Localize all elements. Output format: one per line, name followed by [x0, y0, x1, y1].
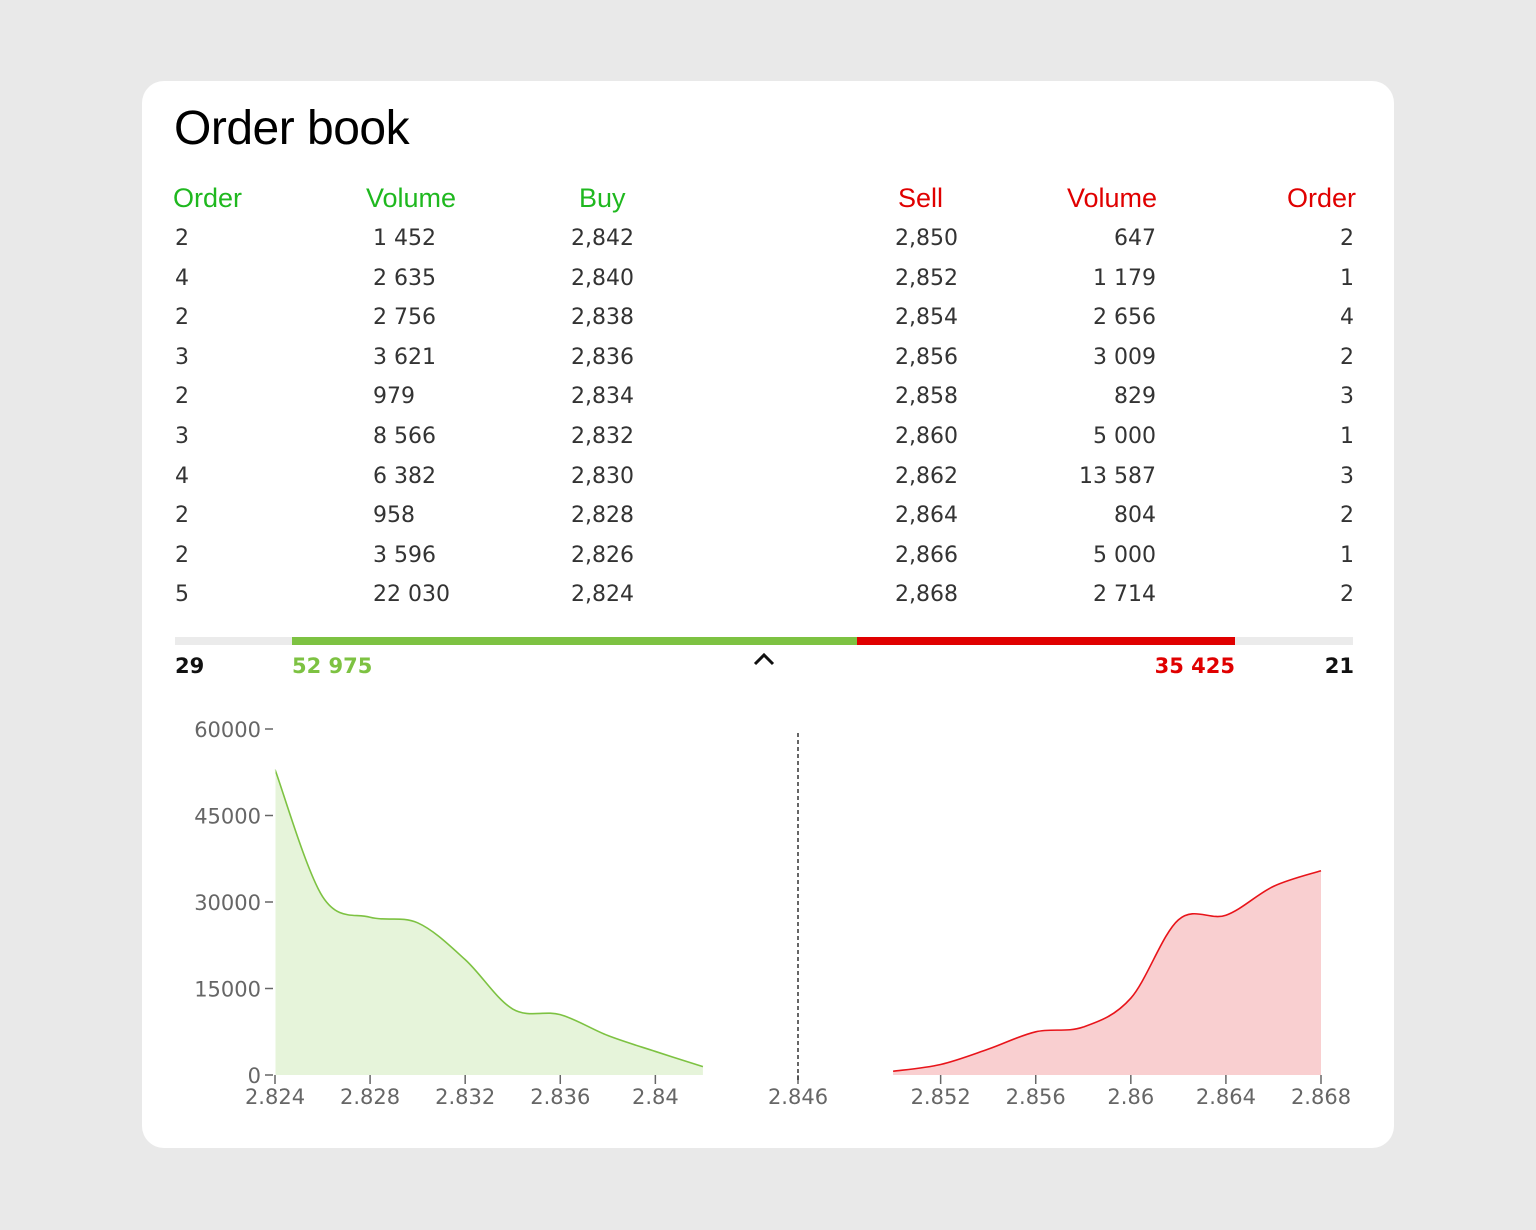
header-buy-volume: Volume — [366, 183, 457, 213]
bid-volume: 8 566 — [373, 424, 436, 449]
bid-volume: 958 — [373, 503, 415, 529]
sell-orders-total: 21 — [1324, 654, 1354, 678]
ask-order: 2 — [1340, 226, 1354, 251]
bid-price: 2,828 — [571, 503, 634, 529]
x-tick-label: 2.864 — [1196, 1085, 1256, 1109]
ask-volume: 5 000 — [1093, 424, 1156, 449]
y-tick-label: 30000 — [194, 891, 261, 915]
bid-price: 2,832 — [571, 424, 634, 449]
y-tick-label: 15000 — [194, 978, 261, 1002]
bid-order: 4 — [175, 265, 189, 291]
ask-volume: 3 009 — [1093, 344, 1156, 370]
x-tick-label: 2.852 — [911, 1085, 971, 1109]
bid-price: 2,830 — [571, 463, 634, 489]
bid-order: 3 — [175, 424, 189, 449]
ask-price: 2,852 — [895, 265, 958, 291]
bid-order: 2 — [175, 542, 189, 568]
x-tick-label: 2.868 — [1291, 1085, 1351, 1109]
buy-volume-total: 52 975 — [292, 654, 373, 678]
bid-volume: 2 756 — [373, 305, 436, 331]
ask-price: 2,856 — [895, 344, 958, 370]
bid-order: 2 — [175, 503, 189, 529]
ask-order: 2 — [1340, 344, 1354, 370]
bid-volume: 979 — [373, 384, 415, 410]
x-tick-label: 2.86 — [1107, 1085, 1154, 1109]
ask-order: 1 — [1340, 542, 1354, 568]
header-sell: Sell — [898, 183, 944, 213]
bid-volume: 6 382 — [373, 463, 436, 489]
bid-price: 2,838 — [571, 305, 634, 331]
ask-price: 2,860 — [895, 424, 958, 449]
header-buy: Buy — [579, 183, 626, 213]
ask-price: 2,862 — [895, 463, 958, 489]
ask-volume: 5 000 — [1093, 542, 1156, 568]
bid-price: 2,840 — [571, 265, 634, 291]
header-buy-order: Order — [173, 183, 243, 213]
x-tick-label: 2.832 — [435, 1085, 495, 1109]
bid-order: 2 — [175, 305, 189, 331]
ask-order: 3 — [1340, 463, 1354, 489]
ask-volume: 829 — [1114, 384, 1156, 410]
x-tick-label: 2.836 — [530, 1085, 590, 1109]
bid-price: 2,842 — [571, 226, 634, 251]
ask-order: 4 — [1340, 305, 1354, 331]
ask-price: 2,858 — [895, 384, 958, 410]
bid-price: 2,836 — [571, 344, 634, 370]
chevron-up-icon[interactable] — [751, 649, 777, 669]
ask-volume: 2 656 — [1093, 305, 1156, 331]
y-tick-label: 60000 — [194, 718, 261, 742]
sell-depth-area — [893, 870, 1321, 1075]
bid-order: 4 — [175, 463, 189, 489]
sell-depth-line — [892, 869, 1322, 1073]
x-tick-label: 2.846 — [768, 1085, 828, 1109]
ask-price: 2,850 — [895, 226, 958, 251]
buy-volume-bar — [292, 637, 857, 645]
bid-volume: 3 621 — [373, 344, 436, 370]
bid-price: 2,824 — [571, 582, 634, 608]
buy-orders-total: 29 — [175, 654, 205, 678]
ask-price: 2,864 — [895, 503, 958, 529]
bid-volume: 2 635 — [373, 265, 436, 291]
sell-volume-total: 35 425 — [1154, 654, 1235, 678]
ask-order: 1 — [1340, 265, 1354, 291]
bid-price: 2,834 — [571, 384, 634, 410]
bid-order: 2 — [175, 226, 189, 251]
bid-volume: 22 030 — [373, 582, 450, 608]
y-tick-label: 45000 — [194, 805, 261, 829]
header-sell-order: Order — [1286, 183, 1356, 213]
bid-order: 5 — [175, 582, 189, 608]
bid-volume: 3 596 — [373, 542, 436, 568]
ask-order: 1 — [1340, 424, 1354, 449]
x-tick-label: 2.856 — [1006, 1085, 1066, 1109]
x-tick-label: 2.84 — [632, 1085, 679, 1109]
ask-order: 2 — [1340, 582, 1354, 608]
bid-order: 2 — [175, 384, 189, 410]
x-tick-label: 2.824 — [245, 1085, 305, 1109]
sell-volume-bar — [856, 637, 1235, 645]
ask-price: 2,854 — [895, 305, 958, 331]
x-tick-label: 2.828 — [340, 1085, 400, 1109]
bid-order: 3 — [175, 344, 189, 370]
ask-volume: 2 714 — [1093, 582, 1156, 608]
ask-price: 2,866 — [895, 542, 958, 568]
ask-volume: 804 — [1114, 503, 1156, 529]
ask-volume: 1 179 — [1093, 265, 1156, 291]
ask-order: 2 — [1340, 503, 1354, 529]
ask-order: 3 — [1340, 384, 1354, 410]
ask-volume: 647 — [1114, 226, 1156, 251]
buy-depth-line — [274, 769, 704, 1068]
bid-price: 2,826 — [571, 542, 634, 568]
ask-volume: 13 587 — [1079, 463, 1156, 489]
bid-volume: 1 452 — [373, 226, 436, 251]
ask-price: 2,868 — [895, 582, 958, 608]
buy-depth-area — [275, 769, 703, 1075]
header-sell-volume: Volume — [1067, 183, 1158, 213]
y-tick-label: 0 — [248, 1064, 261, 1088]
page-title: Order book — [174, 102, 410, 155]
